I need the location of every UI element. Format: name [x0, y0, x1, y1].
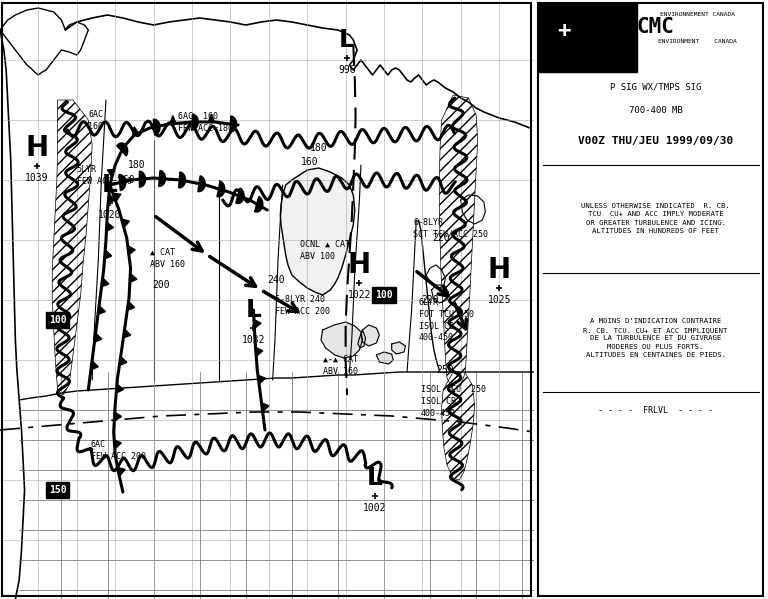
Text: H: H	[348, 251, 371, 279]
Text: 6AC
160: 6AC 160	[88, 110, 104, 131]
Text: 1032: 1032	[242, 335, 265, 345]
Polygon shape	[159, 171, 165, 186]
Polygon shape	[98, 305, 105, 314]
Polygon shape	[361, 325, 379, 346]
Text: 240: 240	[268, 275, 285, 285]
Text: 160: 160	[301, 157, 318, 167]
Polygon shape	[108, 170, 114, 177]
Text: - - - -  FRLVL  - - - -: - - - - FRLVL - - - -	[598, 406, 713, 415]
Polygon shape	[461, 195, 485, 224]
Polygon shape	[104, 250, 111, 259]
Text: 6-8LYR
SCT TCU/ACC 250: 6-8LYR SCT TCU/ACC 250	[413, 218, 488, 239]
Polygon shape	[94, 333, 102, 342]
Text: 996: 996	[339, 65, 356, 75]
Polygon shape	[140, 171, 145, 187]
Text: H: H	[488, 256, 511, 284]
Polygon shape	[256, 347, 263, 356]
Text: L: L	[367, 466, 382, 490]
Polygon shape	[376, 352, 393, 364]
Text: 1020: 1020	[98, 210, 121, 220]
Polygon shape	[261, 403, 269, 412]
Text: L: L	[102, 173, 118, 197]
Polygon shape	[101, 278, 109, 287]
Text: V00Z THU/JEU 1999/09/30: V00Z THU/JEU 1999/09/30	[578, 136, 733, 146]
Text: ▲-▲ CAT
ABV 160: ▲-▲ CAT ABV 160	[323, 355, 358, 376]
Polygon shape	[127, 301, 134, 310]
Polygon shape	[217, 181, 225, 197]
Text: 220: 220	[433, 233, 450, 243]
Bar	[541, 6, 560, 60]
Text: +: +	[558, 21, 571, 41]
Text: 700-400 MB: 700-400 MB	[629, 106, 683, 116]
Polygon shape	[358, 330, 366, 348]
Text: A MOINS D'INDICATION CONTRAIRE
R. CB. TCU. CU+ ET ACC IMPLIQUENT
DE LA TURBULENC: A MOINS D'INDICATION CONTRAIRE R. CB. TC…	[584, 319, 728, 358]
Polygon shape	[280, 168, 355, 295]
Text: ENVIRONNEMENT CANADA: ENVIRONNEMENT CANADA	[660, 13, 735, 17]
Text: 6AC  160
FEW ACC=180: 6AC 160 FEW ACC=180	[178, 112, 233, 133]
Text: 6LYR
FOT TCU 250
ISOL CB
400-450: 6LYR FOT TCU 250 ISOL CB 400-450	[419, 298, 474, 343]
Text: 1039: 1039	[25, 173, 48, 183]
Polygon shape	[91, 361, 98, 370]
Polygon shape	[154, 119, 160, 135]
Polygon shape	[114, 412, 121, 421]
Text: L: L	[246, 298, 261, 322]
Polygon shape	[107, 222, 114, 231]
Text: H: H	[25, 134, 48, 162]
Text: 5LYR
FEW ACC=200: 5LYR FEW ACC=200	[77, 165, 132, 186]
Text: 1002: 1002	[363, 503, 386, 513]
Polygon shape	[133, 126, 139, 135]
Text: 200: 200	[153, 280, 170, 290]
Polygon shape	[124, 329, 131, 338]
Text: P SIG WX/TMPS SIG: P SIG WX/TMPS SIG	[610, 82, 701, 92]
Polygon shape	[122, 219, 130, 228]
Polygon shape	[321, 322, 362, 358]
Text: 1025: 1025	[488, 295, 511, 305]
Text: ISOL TCU  250
ISOL CB
400-450: ISOL TCU 250 ISOL CB 400-450	[421, 385, 486, 418]
Text: 6AC
FEW ACC 200: 6AC FEW ACC 200	[91, 440, 146, 461]
Text: L: L	[339, 28, 355, 52]
Polygon shape	[392, 342, 406, 354]
Text: 180: 180	[128, 160, 145, 170]
Text: 250: 250	[437, 365, 454, 375]
Text: 6-8LYR 240
FEW ACC 200: 6-8LYR 240 FEW ACC 200	[275, 295, 330, 316]
Text: ENVIRONMENT    CANADA: ENVIRONMENT CANADA	[658, 40, 737, 44]
Polygon shape	[255, 196, 263, 212]
Polygon shape	[179, 172, 185, 188]
Bar	[543, 9, 557, 57]
Polygon shape	[170, 116, 176, 124]
Bar	[538, 3, 637, 72]
Polygon shape	[108, 195, 115, 204]
Polygon shape	[130, 274, 137, 283]
Text: UNLESS OTHERWISE INDICATED  R. CB.
TCU  CU+ AND ACC IMPLY MODERATE
OR GREATER TU: UNLESS OTHERWISE INDICATED R. CB. TCU CU…	[581, 203, 730, 234]
Polygon shape	[113, 193, 121, 202]
Polygon shape	[236, 188, 244, 204]
Polygon shape	[116, 384, 124, 393]
Polygon shape	[254, 319, 261, 328]
Text: 220: 220	[422, 295, 439, 305]
Text: 150: 150	[49, 485, 66, 495]
Polygon shape	[198, 176, 205, 192]
Polygon shape	[117, 143, 127, 156]
Polygon shape	[230, 116, 237, 132]
Text: 160: 160	[118, 175, 135, 185]
Polygon shape	[120, 356, 127, 365]
Polygon shape	[119, 175, 126, 190]
Polygon shape	[118, 467, 125, 476]
Text: ▲ CAT
ABV 160: ▲ CAT ABV 160	[150, 248, 185, 269]
Text: CMC: CMC	[637, 17, 674, 37]
Text: OCNL ▲ CAT
ABV 100: OCNL ▲ CAT ABV 100	[300, 240, 349, 261]
Polygon shape	[208, 114, 214, 122]
Polygon shape	[258, 375, 265, 384]
Polygon shape	[192, 114, 198, 130]
Polygon shape	[114, 440, 121, 449]
Text: 100: 100	[49, 315, 66, 325]
Text: 100: 100	[376, 290, 392, 300]
Polygon shape	[128, 246, 135, 255]
Text: 180: 180	[310, 143, 327, 153]
Text: 1022: 1022	[348, 290, 371, 300]
